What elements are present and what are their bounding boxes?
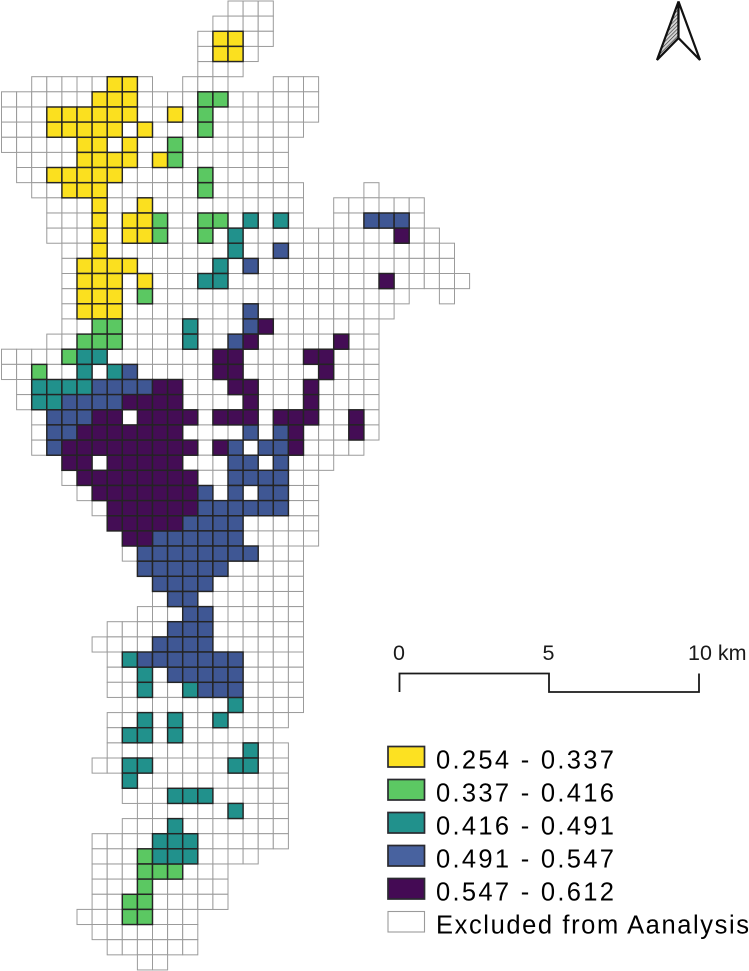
svg-text:0.337 - 0.416: 0.337 - 0.416	[436, 779, 616, 807]
svg-text:0.547 - 0.612: 0.547 - 0.612	[436, 878, 616, 906]
svg-text:5: 5	[543, 641, 555, 665]
svg-text:0.254 - 0.337: 0.254 - 0.337	[436, 746, 616, 774]
svg-text:10 km: 10 km	[688, 641, 747, 665]
svg-text:0.491 - 0.547: 0.491 - 0.547	[436, 845, 616, 873]
svg-text:0: 0	[393, 641, 405, 665]
svg-text:Excluded from Aanalysis: Excluded from Aanalysis	[436, 911, 749, 939]
svg-text:0.416 - 0.491: 0.416 - 0.491	[436, 812, 616, 840]
